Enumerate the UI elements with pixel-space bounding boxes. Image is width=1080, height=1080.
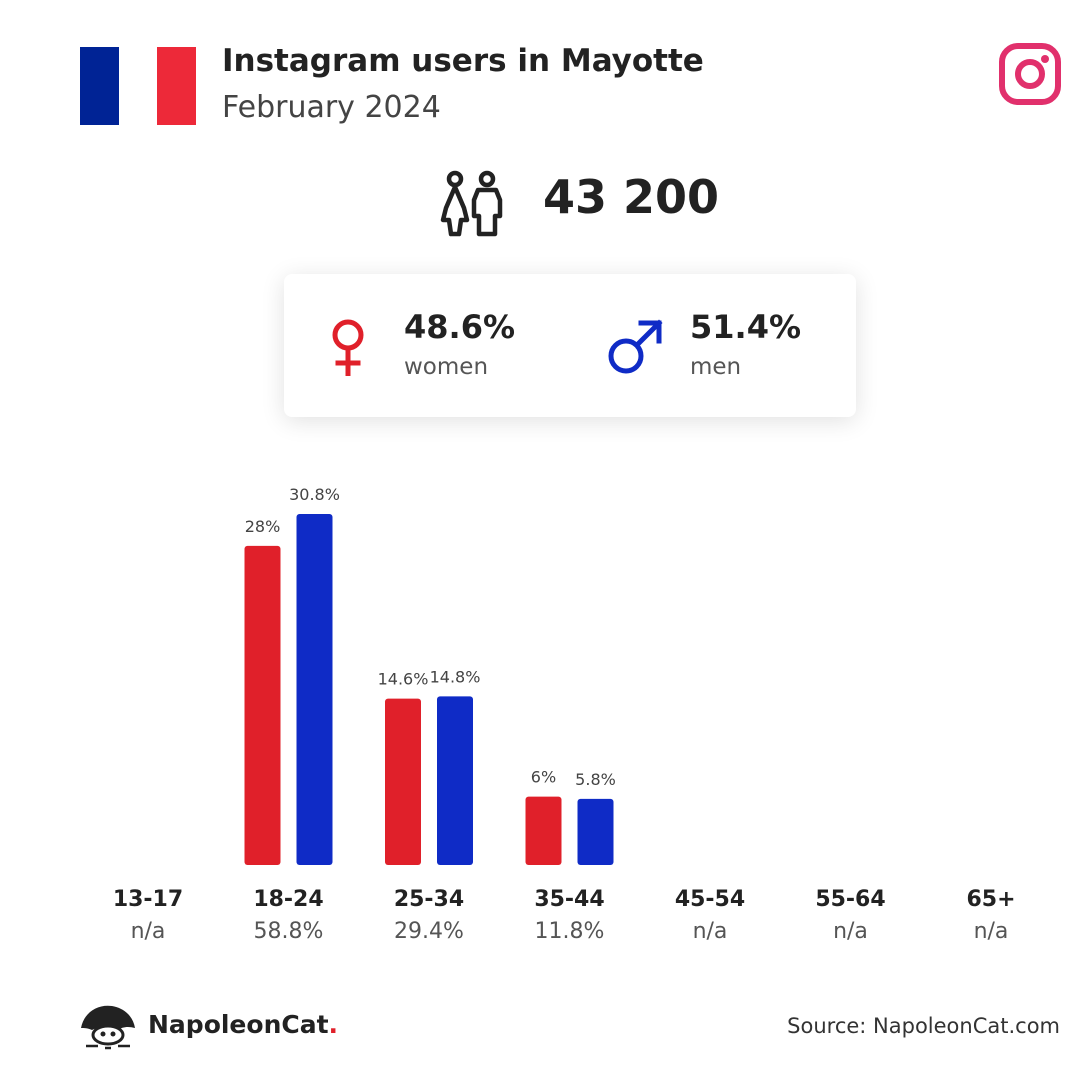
category-total-35-44: 11.8% xyxy=(535,919,605,944)
bar-women-18-24 xyxy=(244,545,281,865)
source-credit: Source: NapoleonCat.com xyxy=(787,1014,1060,1038)
bar-men-18-24 xyxy=(296,514,333,865)
bar-label-women-35-44: 6% xyxy=(531,768,556,787)
bar-label-men-18-24: 30.8% xyxy=(289,485,340,504)
instagram-icon xyxy=(999,43,1061,105)
women-label: women xyxy=(404,354,489,380)
category-total-65+: n/a xyxy=(974,919,1009,944)
bar-men-35-44 xyxy=(577,798,614,865)
brand-name: NapoleonCat. xyxy=(148,1010,338,1039)
men-percentage: 51.4% xyxy=(690,308,802,346)
age-gender-bar-chart: 13-17 n/a 28% 30.8% 18-24 58.8% 14.6% 14.8% 25-3… xyxy=(113,485,1016,944)
category-total-55-64: n/a xyxy=(833,919,868,944)
category-label-55-64: 55-64 xyxy=(815,887,885,912)
female-symbol-icon xyxy=(332,319,364,376)
bar-label-men-25-34: 14.8% xyxy=(430,667,481,686)
flag-stripe-red xyxy=(157,47,197,125)
bar-women-25-34 xyxy=(385,698,421,865)
gender-split-card: 48.6% women 51.4% men xyxy=(284,274,856,417)
page-title: Instagram users in Mayotte xyxy=(222,43,704,79)
category-total-45-54: n/a xyxy=(693,919,728,944)
flag-stripe-white xyxy=(118,47,158,125)
category-label-18-24: 18-24 xyxy=(253,887,323,912)
napoleoncat-logo-icon xyxy=(81,1005,135,1050)
category-total-18-24: 58.8% xyxy=(254,919,324,944)
category-label-65+: 65+ xyxy=(966,887,1015,912)
bar-label-women-25-34: 14.6% xyxy=(378,670,429,689)
category-label-45-54: 45-54 xyxy=(675,887,745,912)
france-flag xyxy=(80,47,197,125)
male-symbol-icon xyxy=(608,319,663,374)
bar-label-women-18-24: 28% xyxy=(245,517,281,536)
flag-stripe-blue xyxy=(80,47,119,125)
total-users-value: 43 200 xyxy=(543,170,720,224)
brand-name-text: NapoleonCat xyxy=(148,1010,329,1039)
bar-men-25-34 xyxy=(437,696,473,865)
category-label-35-44: 35-44 xyxy=(534,887,604,912)
category-label-25-34: 25-34 xyxy=(394,887,464,912)
category-label-13-17: 13-17 xyxy=(113,887,183,912)
women-percentage: 48.6% xyxy=(404,308,516,346)
category-total-13-17: n/a xyxy=(131,919,166,944)
men-label: men xyxy=(690,354,742,380)
users-icon xyxy=(440,170,503,237)
category-total-25-34: 29.4% xyxy=(394,919,464,944)
brand-dot: . xyxy=(328,1010,339,1039)
bar-label-men-35-44: 5.8% xyxy=(575,770,616,789)
page-subtitle: February 2024 xyxy=(222,90,441,125)
bar-women-35-44 xyxy=(525,796,562,865)
